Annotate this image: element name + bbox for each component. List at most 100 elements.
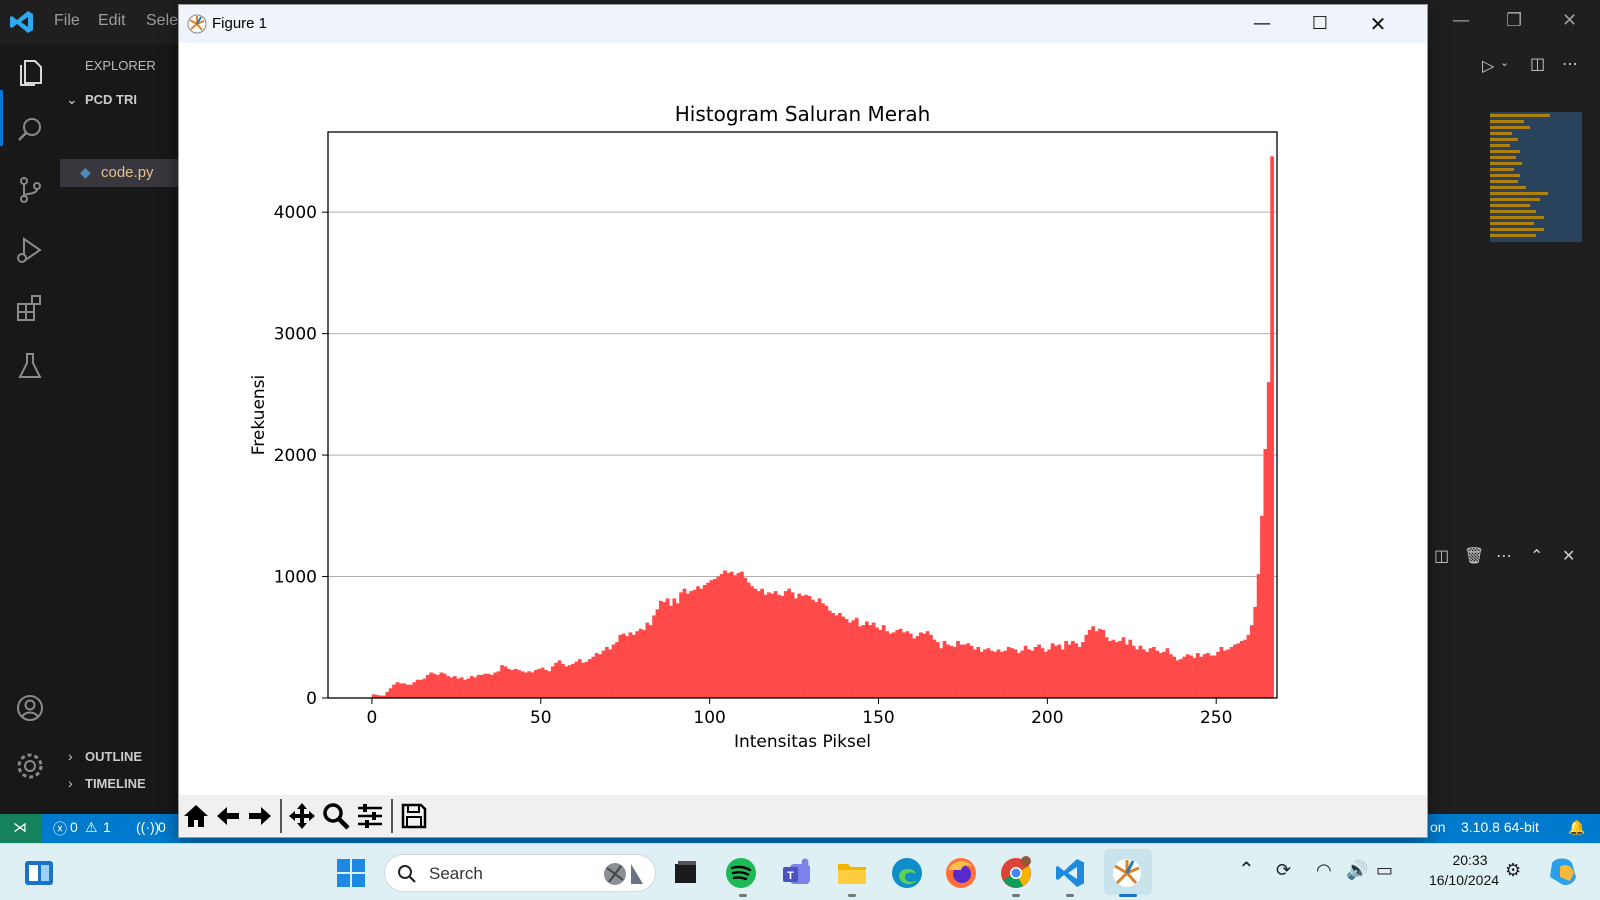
chevron-down-icon[interactable]: ⌄: [1500, 56, 1510, 69]
notifications-bell-icon[interactable]: 🔔: [1568, 819, 1586, 835]
menu-edit[interactable]: Edit: [98, 12, 126, 29]
back-arrow-icon[interactable]: [213, 801, 243, 831]
vscode-taskbar-icon[interactable]: [1053, 856, 1087, 890]
histogram-bar: [392, 684, 396, 698]
histogram-bar: [713, 578, 717, 698]
accounts-icon[interactable]: [14, 692, 46, 724]
pan-icon[interactable]: [287, 801, 317, 831]
histogram-bar: [1152, 646, 1156, 698]
battery-icon[interactable]: ▭: [1376, 860, 1394, 881]
histogram-bar: [787, 588, 792, 698]
remote-indicator[interactable]: ⋊: [0, 814, 42, 843]
histogram-bar: [588, 659, 592, 698]
file-manager-icon[interactable]: [668, 856, 702, 890]
error-icon[interactable]: ⓧ: [53, 821, 67, 837]
timeline-section[interactable]: TIMELINE: [85, 776, 146, 791]
close-panel-icon[interactable]: ✕: [1562, 546, 1576, 565]
save-icon[interactable]: [399, 801, 429, 831]
warning-count[interactable]: 1: [103, 819, 111, 835]
histogram-bar: [1016, 653, 1021, 698]
source-control-icon[interactable]: [14, 174, 46, 206]
firefox-icon[interactable]: [944, 856, 978, 890]
maximize-icon[interactable]: ☐: [1311, 13, 1329, 34]
explorer-icon[interactable]: [14, 56, 46, 88]
histogram-bar: [456, 678, 461, 698]
histogram-bar: [834, 615, 839, 698]
histogram-bar: [510, 670, 515, 698]
histogram-bar: [1108, 640, 1112, 698]
histogram-bar: [1253, 606, 1258, 698]
search-icon[interactable]: [14, 114, 46, 146]
settings-gear-icon[interactable]: [14, 750, 46, 782]
chevron-up-icon[interactable]: ⌃: [1238, 857, 1255, 881]
spotify-icon[interactable]: [724, 856, 758, 890]
histogram-bar: [1067, 644, 1072, 698]
histogram-bar: [425, 674, 430, 698]
error-count[interactable]: 0: [70, 819, 78, 835]
histogram-bar: [969, 645, 974, 698]
teams-icon[interactable]: T: [780, 856, 814, 890]
volume-icon[interactable]: 🔊: [1346, 860, 1369, 881]
running-indicator: [739, 894, 747, 897]
more-actions-icon[interactable]: ⋯: [1562, 54, 1578, 73]
restore-icon[interactable]: ❐: [1506, 10, 1523, 31]
figure-titlebar[interactable]: Figure 1 — ☐ ✕: [179, 5, 1427, 43]
histogram-bar: [875, 627, 879, 698]
python-figure-taskbar-icon[interactable]: [1110, 856, 1144, 890]
minimap[interactable]: [1490, 112, 1582, 242]
run-debug-icon[interactable]: [14, 234, 46, 266]
folder-pcd-tri[interactable]: PCD TRI: [85, 92, 137, 107]
menu-selection[interactable]: Sele: [146, 12, 179, 29]
language-mode[interactable]: on: [1430, 819, 1446, 835]
file-explorer-icon[interactable]: [835, 856, 869, 890]
sync-icon[interactable]: ⟳: [1276, 860, 1292, 881]
ports-icon[interactable]: ((·)): [136, 819, 160, 835]
trash-icon[interactable]: 🗑: [1464, 546, 1485, 565]
histogram-bar: [915, 636, 920, 698]
chevron-down-icon[interactable]: ⌄: [66, 91, 78, 107]
start-windows-icon[interactable]: [334, 856, 368, 890]
configure-subplots-icon[interactable]: [355, 801, 385, 831]
widgets-icon[interactable]: [22, 856, 56, 890]
histogram-bar: [442, 673, 447, 698]
split-editor-icon[interactable]: ◫: [1530, 54, 1546, 73]
histogram-bar: [371, 694, 376, 698]
outline-section[interactable]: OUTLINE: [85, 749, 143, 764]
histogram-bar: [527, 671, 531, 698]
histogram-bar: [817, 598, 822, 698]
histogram-bar: [1179, 659, 1183, 698]
taskbar-search[interactable]: Search: [384, 854, 656, 892]
zoom-icon[interactable]: [321, 801, 351, 831]
maximize-panel-icon[interactable]: ⌃: [1530, 546, 1544, 565]
python-interpreter[interactable]: 3.10.8 64-bit: [1461, 819, 1539, 835]
extensions-icon[interactable]: [14, 292, 46, 324]
ports-count[interactable]: 0: [158, 819, 166, 835]
forward-arrow-icon[interactable]: [245, 801, 275, 831]
minimize-icon[interactable]: —: [1253, 13, 1271, 34]
warning-icon[interactable]: ⚠: [85, 819, 98, 835]
histogram-bar: [709, 580, 714, 698]
more-actions-icon[interactable]: ⋯: [1496, 546, 1512, 565]
histogram-bar: [932, 639, 937, 698]
close-icon[interactable]: ✕: [1369, 12, 1387, 36]
file-row-code-py[interactable]: ◆ code.py: [60, 159, 178, 187]
figure-canvas[interactable]: 0 50 100 150 200 250 0 1000 2000 3000 4000 Histogra…: [179, 43, 1427, 795]
copilot-icon[interactable]: [1546, 855, 1580, 889]
notification-icon[interactable]: ⚙: [1505, 860, 1522, 881]
edge-icon[interactable]: [890, 856, 924, 890]
clock-time[interactable]: 20:33: [1452, 852, 1488, 868]
chrome-icon[interactable]: [999, 856, 1033, 890]
run-icon[interactable]: ▷: [1482, 56, 1495, 75]
histogram-bar: [1027, 649, 1031, 698]
wifi-icon[interactable]: ◠: [1316, 860, 1332, 881]
minimize-icon[interactable]: —: [1452, 10, 1470, 31]
clock-date[interactable]: 16/10/2024: [1428, 872, 1500, 888]
histogram-bar: [490, 674, 494, 698]
histogram-bar: [611, 644, 616, 698]
close-icon[interactable]: ✕: [1562, 10, 1578, 31]
split-panel-icon[interactable]: ◫: [1434, 546, 1450, 565]
histogram-bar: [946, 644, 950, 698]
testing-flask-icon[interactable]: [14, 350, 46, 382]
home-icon[interactable]: [181, 801, 211, 831]
menu-file[interactable]: File: [54, 12, 80, 29]
